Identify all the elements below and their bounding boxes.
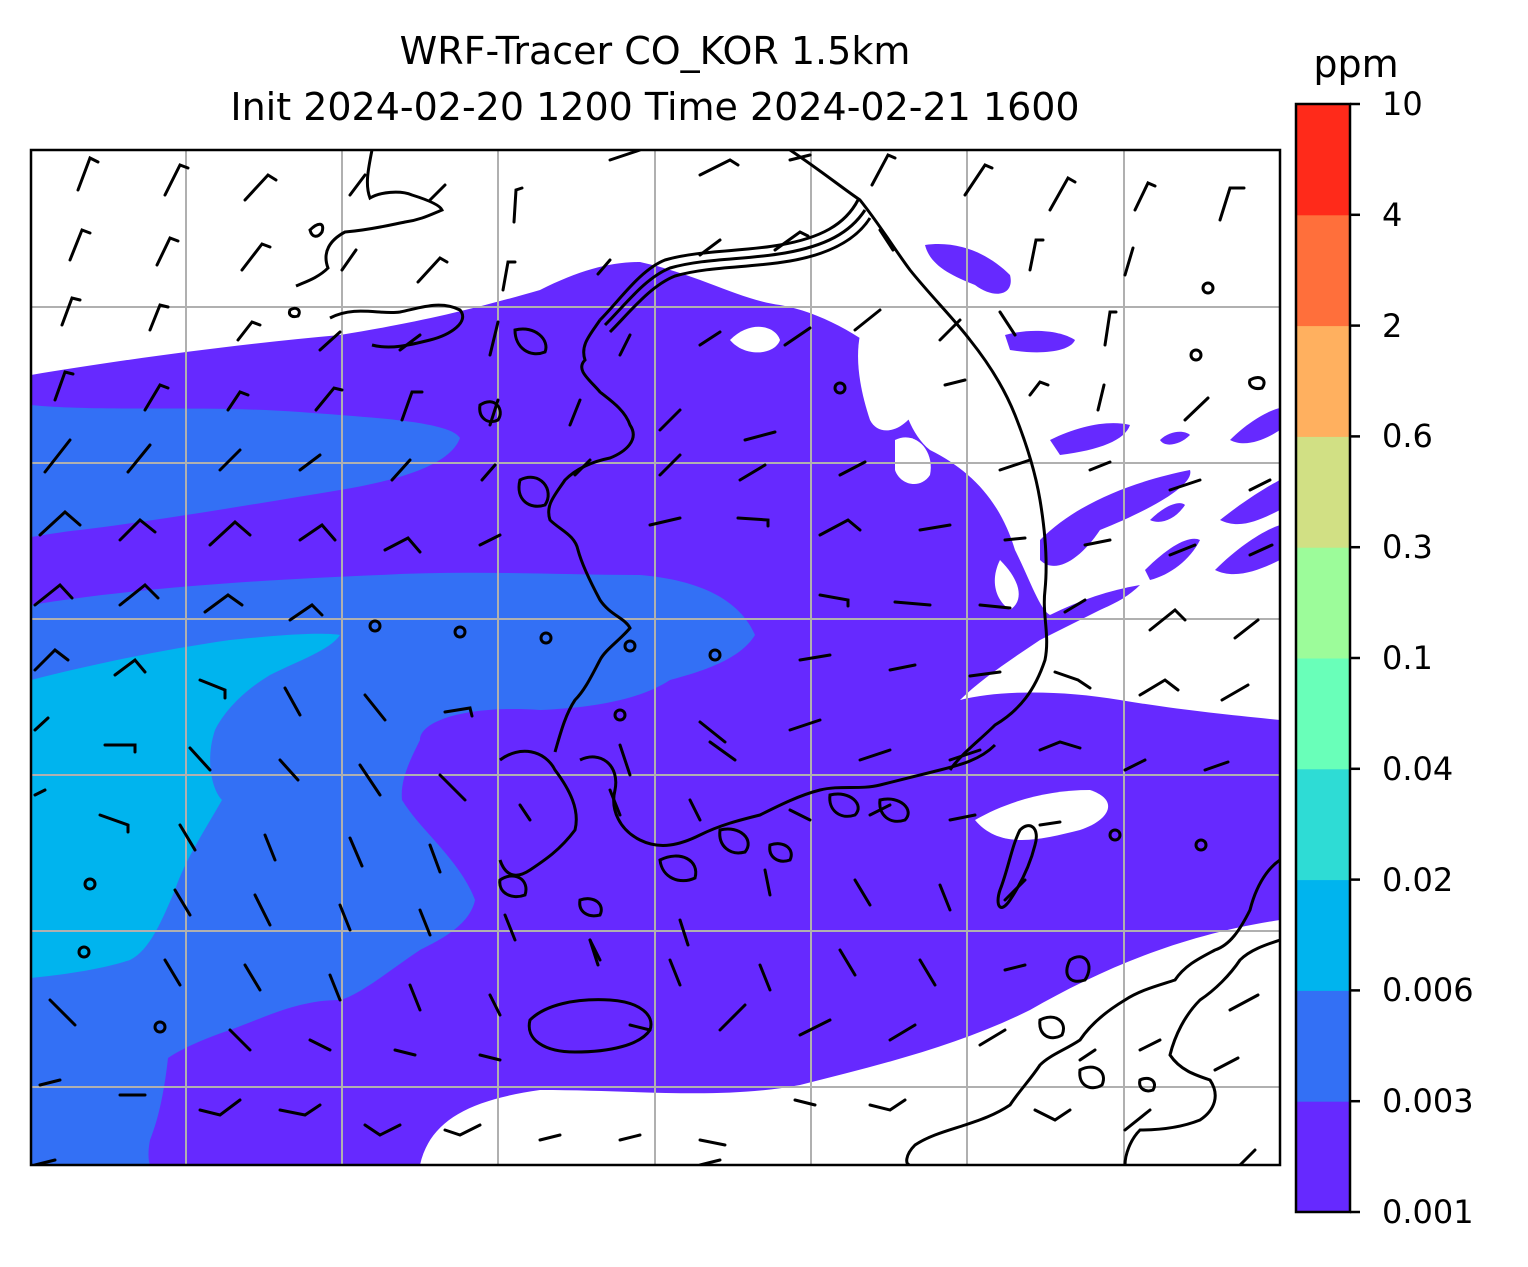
map-frame — [29, 148, 1282, 1167]
colorbar-tick-label: 0.003 — [1382, 1082, 1474, 1121]
wind-barbs — [33, 150, 1274, 1165]
colorbar-segment — [1296, 990, 1350, 1102]
colorbar-tick-label: 0.02 — [1382, 860, 1454, 899]
colorbar-tick-label: 0.3 — [1382, 528, 1433, 567]
colorbar-tick-label: 0.001 — [1382, 1193, 1474, 1231]
colorbar-tick-label: 0.1 — [1382, 639, 1433, 677]
colorbar-tick-label: 2 — [1382, 306, 1403, 345]
colorbar-segment — [1296, 104, 1350, 216]
colorbar-segment — [1296, 214, 1350, 327]
colorbar-segment — [1296, 879, 1350, 991]
colorbar-tick-label: 10 — [1382, 85, 1423, 123]
coastlines — [288, 150, 1280, 1165]
colorbar-tick-label: 0.04 — [1382, 749, 1454, 788]
colorbar-segment — [1296, 1101, 1350, 1213]
colorbar-segment — [1296, 658, 1350, 770]
colorbar-tick-label: 0.6 — [1382, 417, 1433, 456]
colorbar-tick-label: 0.006 — [1382, 971, 1474, 1010]
colorbar-segment — [1296, 436, 1350, 548]
map-title-line-1: WRF-Tracer CO_KOR 1.5km — [399, 29, 911, 73]
colorbar-unit-label: ppm — [1313, 42, 1399, 86]
map-title-line-2: Init 2024-02-20 1200 Time 2024-02-21 160… — [230, 85, 1080, 129]
colorbar-tick-label: 4 — [1382, 195, 1403, 234]
colorbar-segment — [1296, 768, 1350, 881]
colorbar — [1294, 102, 1360, 1214]
colorbar-segment — [1296, 547, 1350, 659]
contour-band-0.003 — [31, 405, 460, 537]
colorbar-segment — [1296, 325, 1350, 437]
